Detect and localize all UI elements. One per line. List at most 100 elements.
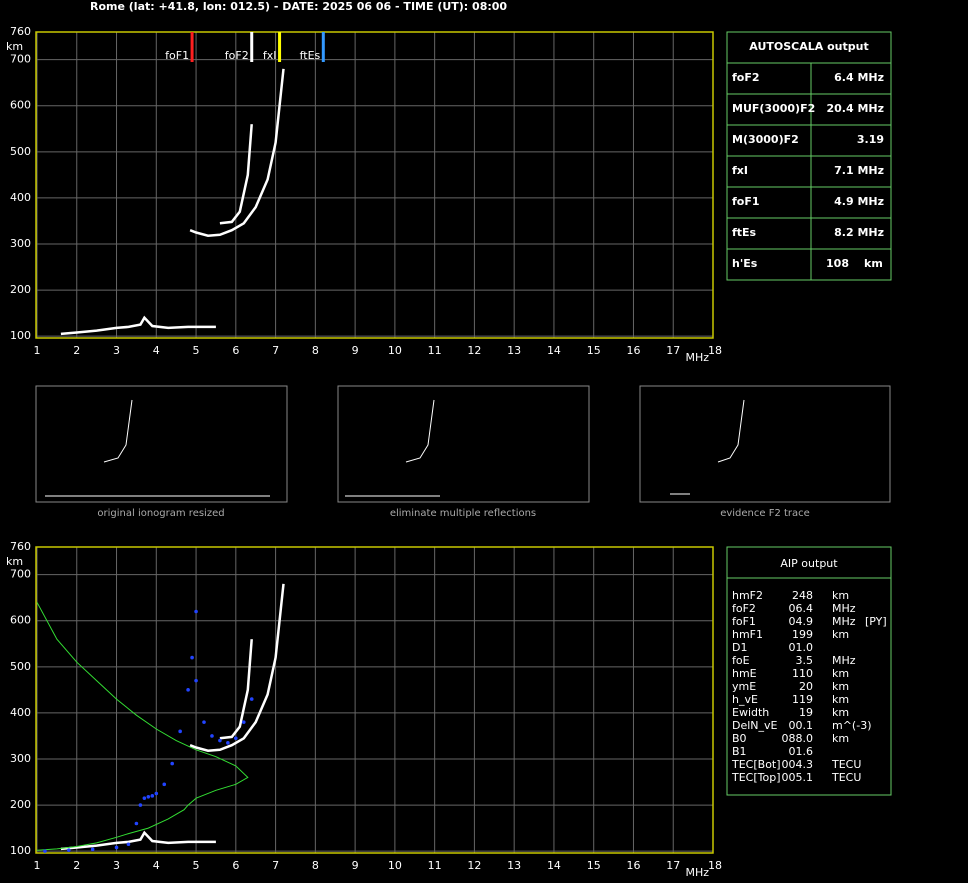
trace-line [219,124,253,225]
x-tick-label: 16 [626,859,640,872]
y-tick-label: 300 [10,752,31,765]
autoscala-value: 4.9 MHz [834,195,884,208]
x-tick-label: 11 [428,859,442,872]
trace-dot [150,794,155,798]
aip-cell: km [832,693,849,706]
aip-cell: TECU [831,758,861,771]
x-tick-label: 10 [388,344,402,357]
trace-line [219,639,253,740]
autoscala-value: 6.4 MHz [834,71,884,84]
marker-label: fxI [263,49,277,62]
y-tick-label: 700 [10,568,31,581]
trace-dot [67,848,71,853]
aip-cell: ymE [732,680,756,693]
aip-cell: TECU [831,771,861,784]
x-tick-label: 18 [708,344,722,357]
thumbnail-caption: evidence F2 trace [720,508,810,519]
x-tick-label: 11 [428,344,442,357]
aip-title: AIP output [780,557,838,570]
thumbnail-caption: original ionogram resized [97,508,224,519]
trace-dot [249,697,254,701]
aip-cell: km [832,732,849,745]
x-tick-label: 18 [708,859,722,872]
trace-dot [43,849,47,853]
thumbnail-frame [639,385,891,503]
x-tick-label: 7 [272,859,279,872]
aip-cell: 20 [799,680,813,693]
y-tick-label: 600 [10,99,31,112]
x-tick-label: 5 [193,859,200,872]
thumbnail-trace [670,399,745,495]
aip-cell: [PY] [865,615,887,628]
y-axis-label: km [6,555,23,568]
aip-cell: 06.4 [789,602,814,615]
aip-cell: TEC[Bot] [731,758,781,771]
trace-line [189,583,285,752]
y-tick-label: 760 [10,540,31,553]
x-axis-label: MHz [685,351,709,364]
marker-label: foF2 [225,49,249,62]
aip-cell: DelN_vE [732,719,778,732]
aip-box [726,546,892,796]
aip-cell: foF2 [732,602,756,615]
marker-label: foF1 [165,49,189,62]
aip-cell: MHz [832,654,856,667]
x-tick-label: 2 [73,859,80,872]
x-tick-label: 7 [272,344,279,357]
trace-dot [234,736,238,741]
plot-border [35,546,714,854]
x-tick-label: 5 [193,344,200,357]
trace-dot [241,720,246,724]
x-tick-label: 8 [312,859,319,872]
trace-line [36,602,249,851]
trace-dot [138,803,143,807]
x-tick-label: 8 [312,344,319,357]
y-tick-label: 100 [10,329,31,342]
aip-cell: 01.6 [789,745,814,758]
aip-cell: 088.0 [782,732,814,745]
aip-cell: km [832,680,849,693]
aip-cell: 04.9 [789,615,814,628]
autoscala-title: AUTOSCALA output [749,40,868,53]
x-tick-label: 15 [587,859,601,872]
trace-dot [218,738,222,743]
x-tick-label: 4 [153,344,160,357]
y-tick-label: 400 [10,191,31,204]
trace-dot [226,741,230,745]
autoscala-value: 7.1 MHz [834,164,884,177]
trace-dot [90,847,95,852]
marker-label: ftEs [300,49,321,62]
aip-cell: 19 [799,706,813,719]
y-tick-label: 760 [10,25,31,38]
aip-cell: 01.0 [789,641,814,654]
plot-frame [35,546,714,854]
trace-dot [202,720,206,724]
aip-cell: TEC[Top] [731,771,781,784]
autoscala-label: MUF(3000)F2 [732,102,815,115]
aip-cell: km [832,706,849,719]
y-tick-label: 400 [10,706,31,719]
x-tick-label: 1 [34,344,41,357]
autoscala-value: 8.2 MHz [834,226,884,239]
trace-dot [194,678,198,683]
aip-cell: 00.1 [789,719,814,732]
x-tick-label: 12 [467,344,481,357]
x-tick-label: 14 [547,344,561,357]
thumbnail-trace [345,399,440,497]
aip-cell: m^(-3) [832,719,871,732]
trace-dot [190,655,194,660]
aip-cell: foE [732,654,750,667]
y-tick-label: 200 [10,798,31,811]
trace-dot [194,609,198,614]
x-tick-label: 9 [352,859,359,872]
autoscala-label: M(3000)F2 [732,133,799,146]
trace-dot [162,782,167,787]
trace-line [189,68,285,237]
autoscala-label: foF2 [732,71,760,84]
plot-border [35,31,714,339]
autoscala-value: 108 [826,257,849,270]
x-tick-label: 17 [666,344,680,357]
trace-line [60,315,216,336]
aip-cell: Ewidth [732,706,769,719]
